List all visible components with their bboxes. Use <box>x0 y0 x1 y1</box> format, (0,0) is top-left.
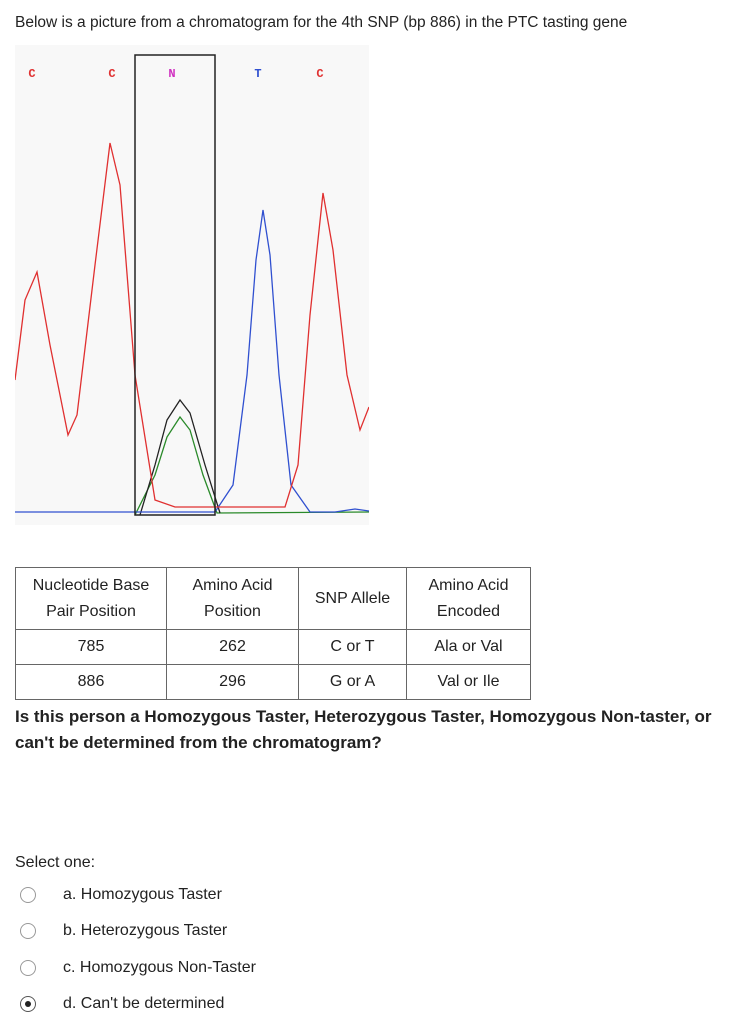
option[interactable]: c. Homozygous Non-Taster <box>20 956 256 980</box>
base-call: T <box>254 67 261 81</box>
chromatogram: C C N T C <box>15 45 369 525</box>
option-label: c. Homozygous Non-Taster <box>63 959 256 976</box>
select-label: Select one: <box>15 854 96 871</box>
table-cell: 785 <box>15 629 167 665</box>
table-cell: G or A <box>298 664 407 700</box>
table-cell: Val or Ile <box>406 664 531 700</box>
question-text: Is this person a Homozygous Taster, Hete… <box>15 707 712 752</box>
table-cell: 296 <box>166 664 299 700</box>
header-cell: SNP Allele <box>298 567 407 630</box>
trace-a <box>139 398 221 516</box>
table-cell: 886 <box>15 664 167 700</box>
intro-text: Below is a picture from a chromatogram f… <box>15 14 628 31</box>
option[interactable]: d. Can't be determined <box>20 992 224 1016</box>
radio-button[interactable] <box>20 887 36 903</box>
option-label: b. Heterozygous Taster <box>63 922 228 939</box>
option-label: d. Can't be determined <box>63 995 225 1012</box>
base-call: C <box>316 67 323 81</box>
table-cell: Ala or Val <box>406 629 531 665</box>
snp-table: Nucleotide Base Pair Position Amino Acid … <box>15 567 531 700</box>
option[interactable]: b. Heterozygous Taster <box>20 919 227 943</box>
chromatogram-bg <box>15 45 369 525</box>
trace-c <box>15 142 369 508</box>
table-row: 886 296 G or A Val or Ile <box>15 664 531 700</box>
base-call: C <box>108 67 115 81</box>
header-cell: Nucleotide Base Pair Position <box>15 567 167 630</box>
table-cell: C or T <box>298 629 407 665</box>
snp-box <box>134 54 216 516</box>
table-header-row: Nucleotide Base Pair Position Amino Acid … <box>15 567 531 630</box>
base-call: C <box>28 67 35 81</box>
radio-button[interactable] <box>20 996 36 1012</box>
radio-button[interactable] <box>20 960 36 976</box>
table-cell: 262 <box>166 629 299 665</box>
radio-button[interactable] <box>20 923 36 939</box>
base-call: N <box>168 67 175 81</box>
table-row: 785 262 C or T Ala or Val <box>15 629 531 665</box>
trace-t <box>15 209 369 513</box>
option[interactable]: a. Homozygous Taster <box>20 883 222 907</box>
header-cell: Amino Acid Encoded <box>406 567 531 630</box>
header-cell: Amino Acid Position <box>166 567 299 630</box>
option-label: a. Homozygous Taster <box>63 886 222 903</box>
